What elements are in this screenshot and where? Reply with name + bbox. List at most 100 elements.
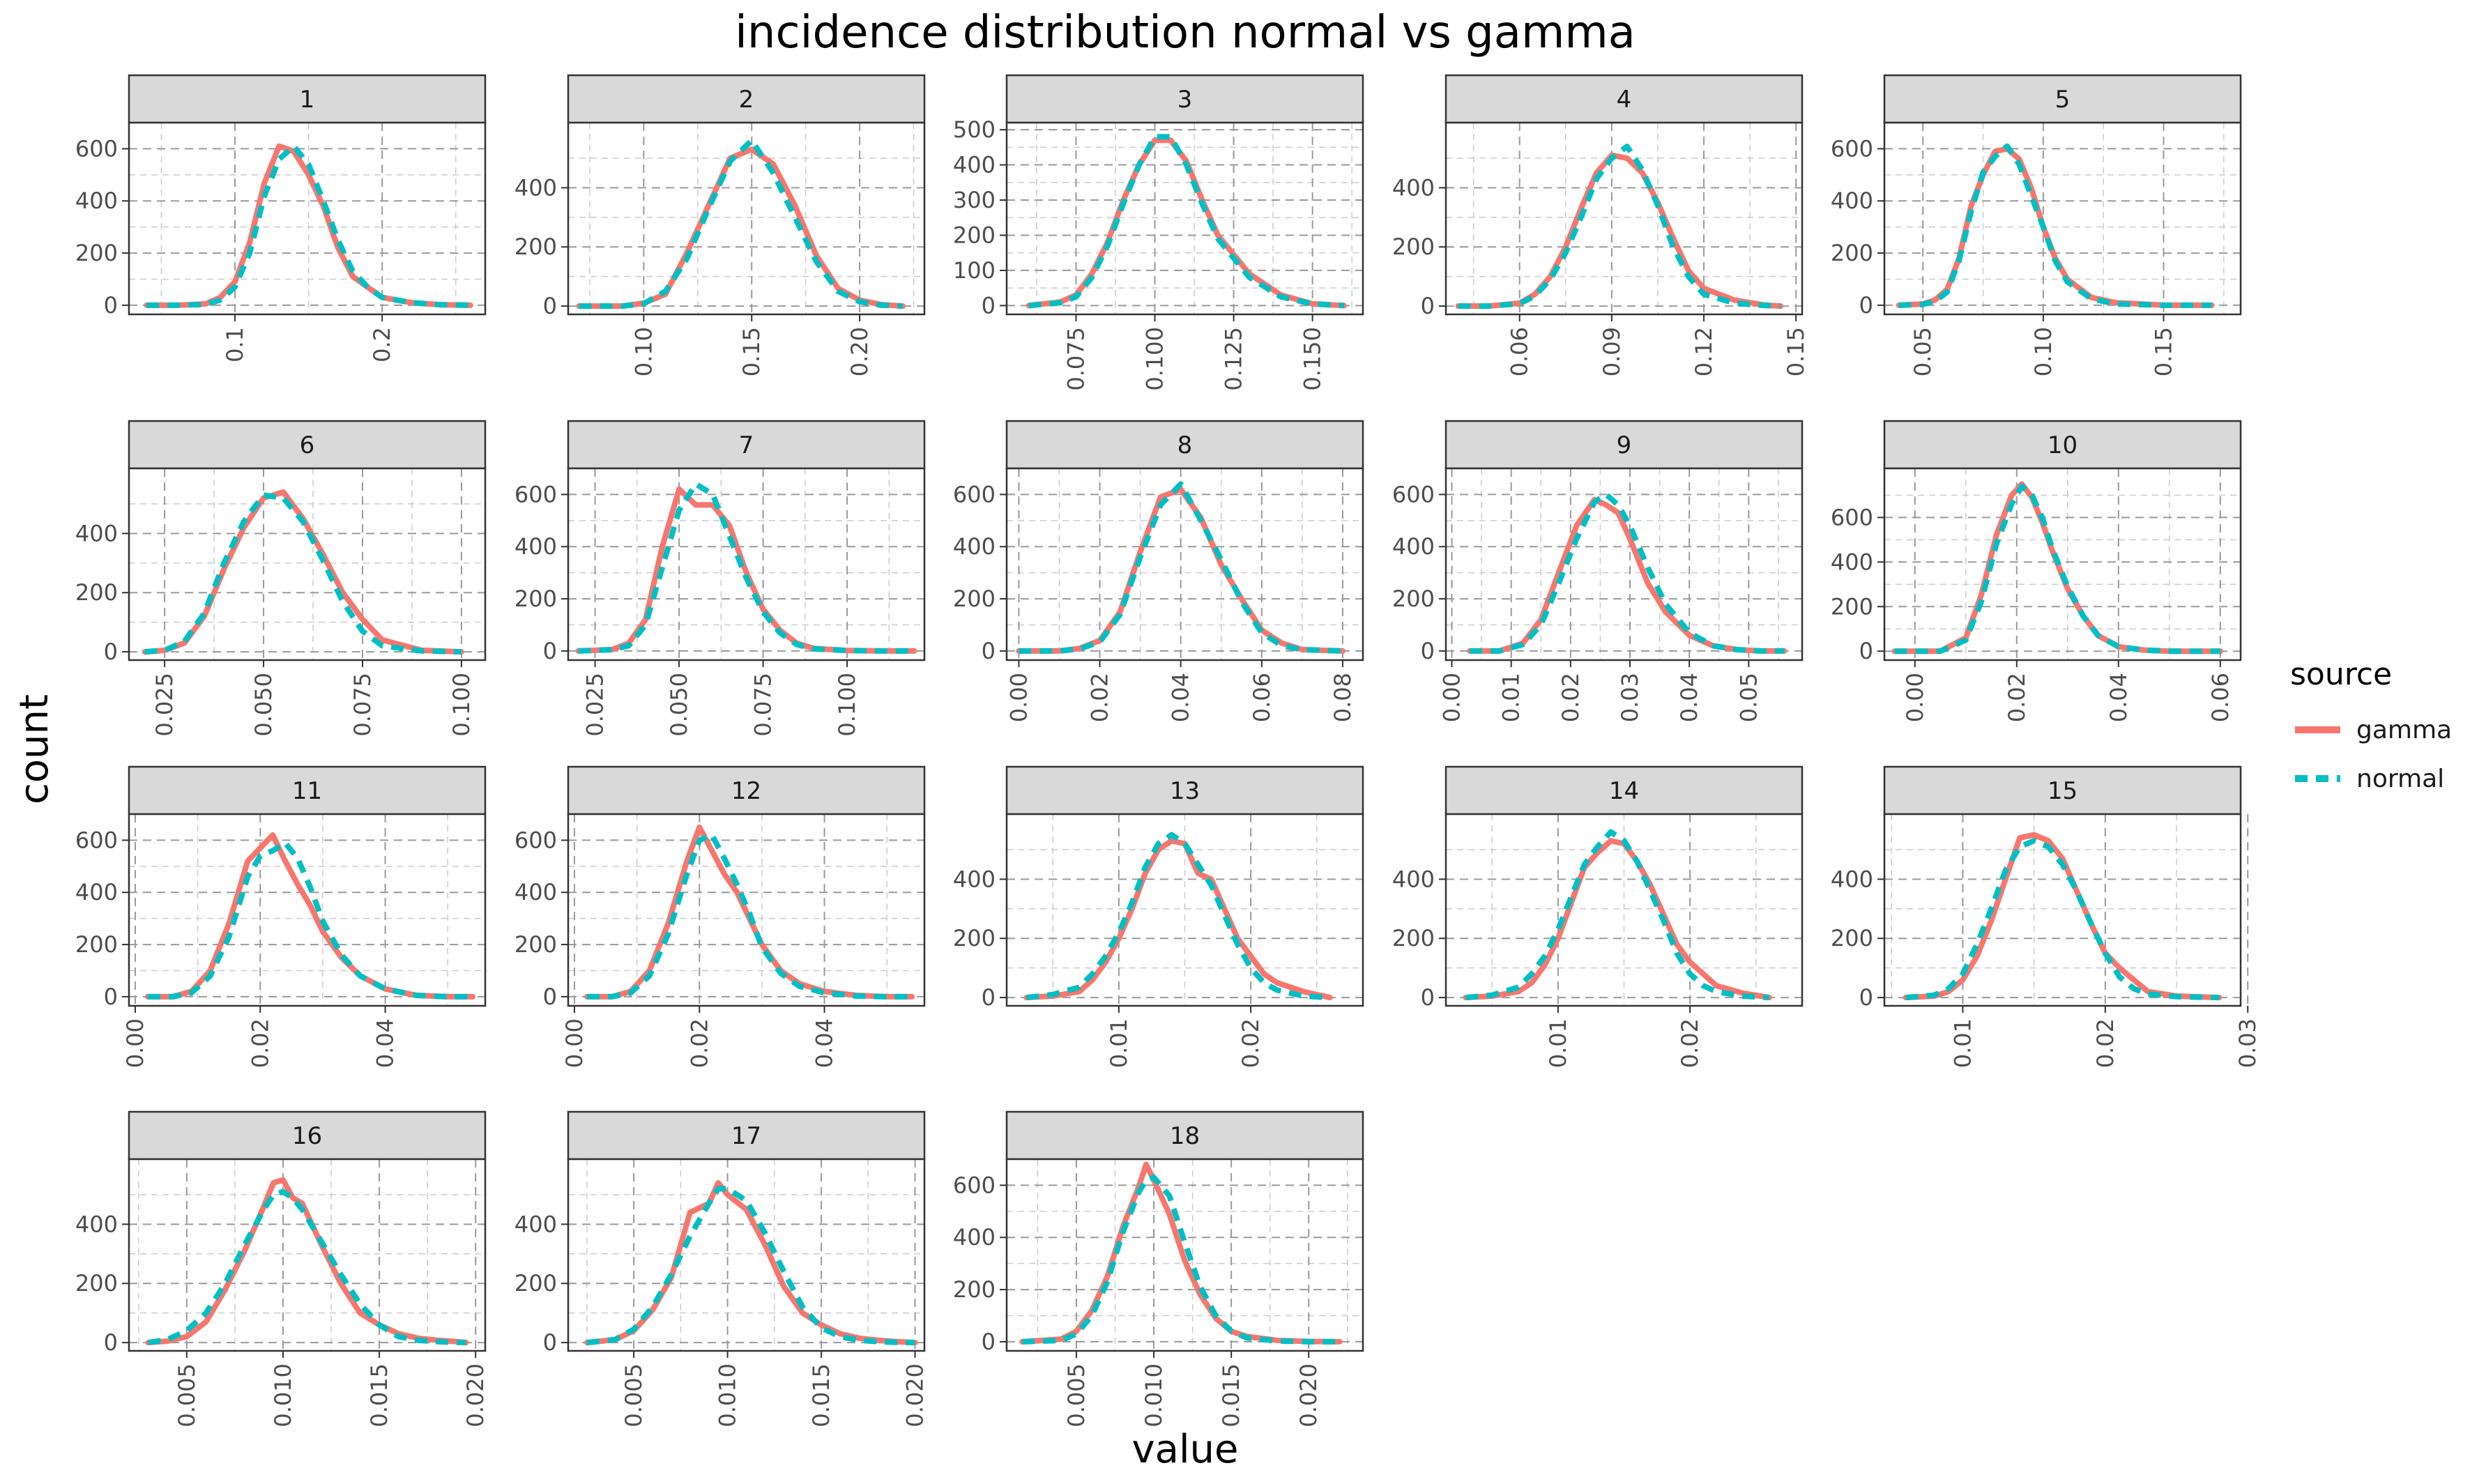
y-tick-label: 400 <box>953 533 996 560</box>
series-line-normal <box>1458 144 1781 309</box>
y-tick-label: 400 <box>1392 866 1435 892</box>
y-tick-label: 0 <box>104 984 118 1010</box>
y-tick-label: 400 <box>1392 533 1435 560</box>
x-tick-label: 0.025 <box>582 673 609 737</box>
facet-strip-label: 11 <box>292 777 322 805</box>
y-tick-label: 0 <box>543 293 557 319</box>
y-tick-label: 600 <box>75 135 118 162</box>
panel-border <box>1005 813 1364 1007</box>
series-line-normal <box>1026 832 1330 1001</box>
y-tick-label: 400 <box>953 866 996 892</box>
y-tick-label: 0 <box>104 1329 118 1356</box>
facet-strip-label: 2 <box>739 86 754 114</box>
y-tick-label: 400 <box>75 520 118 546</box>
y-tick-label: 200 <box>1831 240 1873 266</box>
series-line-gamma <box>584 824 915 1000</box>
facet-strip <box>567 74 926 124</box>
x-tick-label: 0.1 <box>222 327 248 362</box>
x-tick-label: 0.01 <box>1545 1018 1571 1068</box>
facet-strip-label: 3 <box>1177 86 1193 114</box>
y-tick-label: 200 <box>514 1270 557 1296</box>
y-tick-label: 200 <box>75 579 118 606</box>
facet-panel-4: 4 0.06 0.09 0.12 0.15 0 200 400 <box>1392 74 1809 376</box>
y-tick-label: 200 <box>1392 586 1435 612</box>
y-tick-label: 200 <box>953 925 996 951</box>
facet-strip-label: 18 <box>1170 1122 1200 1150</box>
x-tick-label: 0.015 <box>808 1363 834 1428</box>
y-tick-label: 400 <box>514 533 557 560</box>
y-tick-label: 400 <box>1831 188 1873 214</box>
y-tick-label: 400 <box>1831 866 1873 892</box>
y-tick-label: 600 <box>1392 481 1435 507</box>
panel-border <box>128 813 487 1007</box>
y-tick-label: 0 <box>1421 984 1435 1011</box>
series-line-normal <box>1028 134 1345 309</box>
facet-panel-2: 2 0.10 0.15 0.20 0 200 400 <box>514 74 926 376</box>
facet-panel-9: 9 0.00 0.01 0.02 0.03 0.04 0.05 0 200 400 600 <box>1392 420 1804 722</box>
x-tick-label: 0.05 <box>1909 327 1936 376</box>
facet-strip-label: 9 <box>1617 431 1632 459</box>
x-tick-label: 0.04 <box>1676 673 1702 722</box>
facet-panel-16: 16 0.005 0.010 0.015 0.020 0 200 400 <box>75 1110 489 1428</box>
y-tick-label: 0 <box>104 292 118 319</box>
series-line-normal <box>146 143 471 308</box>
y-tick-label: 0 <box>982 984 996 1011</box>
x-tick-label: 0.01 <box>1498 673 1525 722</box>
x-tick-label: 0.020 <box>1295 1363 1322 1428</box>
x-tick-label: 0.125 <box>1221 327 1247 391</box>
x-tick-label: 0.03 <box>1617 673 1643 722</box>
x-tick-label: 0.05 <box>1735 673 1762 722</box>
x-tick-label: 0.02 <box>1677 1018 1703 1068</box>
x-tick-label: 0.00 <box>1439 673 1465 722</box>
x-tick-label: 0.00 <box>1902 673 1928 722</box>
panel-border <box>1005 467 1364 661</box>
x-tick-label: 0.005 <box>620 1363 647 1428</box>
panel-border <box>567 1158 926 1352</box>
panel-border <box>1444 121 1804 316</box>
facet-strip <box>128 1110 487 1161</box>
series-line-gamma <box>145 1177 469 1346</box>
facet-panel-18: 18 0.005 0.010 0.015 0.020 0 200 400 600 <box>953 1110 1364 1428</box>
y-tick-label: 300 <box>953 187 996 213</box>
y-tick-label: 0 <box>543 638 557 664</box>
facet-strip-label: 14 <box>1609 777 1639 805</box>
x-tick-label: 0.00 <box>122 1018 148 1068</box>
x-tick-label: 0.020 <box>902 1363 929 1428</box>
series-line-normal <box>586 832 913 1000</box>
x-tick-label: 0.04 <box>372 1018 399 1068</box>
panel-background <box>129 123 485 314</box>
x-tick-label: 0.020 <box>462 1363 489 1428</box>
panel-border <box>128 467 487 661</box>
x-tick-label: 0.075 <box>1062 327 1089 391</box>
x-tick-label: 0.02 <box>1237 1018 1264 1068</box>
facet-strip <box>1005 1110 1364 1161</box>
y-tick-label: 200 <box>1392 234 1435 260</box>
facet-strip-label: 15 <box>2048 777 2078 805</box>
y-tick-label: 200 <box>953 222 996 248</box>
facet-strip <box>1883 420 2242 470</box>
facet-panel-13: 13 0.01 0.02 0 200 400 <box>953 765 1364 1068</box>
facet-panel-5: 5 0.05 0.10 0.15 0 200 400 600 <box>1831 74 2242 376</box>
facet-strip <box>128 420 487 470</box>
legend-title: source <box>2290 657 2392 692</box>
x-tick-label: 0.010 <box>270 1363 296 1428</box>
y-tick-label: 400 <box>514 174 557 201</box>
chart-title: incidence distribution normal vs gamma <box>735 7 1636 59</box>
panel-background <box>1884 123 2241 314</box>
y-tick-label: 600 <box>1831 504 1873 530</box>
x-tick-label: 0.15 <box>2151 327 2177 376</box>
y-tick-label: 400 <box>953 152 996 178</box>
y-tick-label: 0 <box>543 1329 557 1356</box>
facet-panel-6: 6 0.025 0.050 0.075 0.100 0 200 400 <box>75 420 487 737</box>
y-tick-label: 0 <box>543 984 557 1010</box>
y-tick-label: 0 <box>1859 984 1873 1011</box>
x-tick-label: 0.050 <box>666 673 692 737</box>
facet-panel-8: 8 0.00 0.02 0.04 0.06 0.08 0 200 400 600 <box>953 420 1364 722</box>
x-tick-label: 0.02 <box>1087 673 1113 722</box>
facet-panel-1: 1 0.1 0.2 0 200 400 600 <box>75 74 487 362</box>
x-tick-label: 0.00 <box>561 1018 588 1068</box>
panel-background <box>1007 468 1363 660</box>
y-tick-label: 600 <box>75 827 118 853</box>
